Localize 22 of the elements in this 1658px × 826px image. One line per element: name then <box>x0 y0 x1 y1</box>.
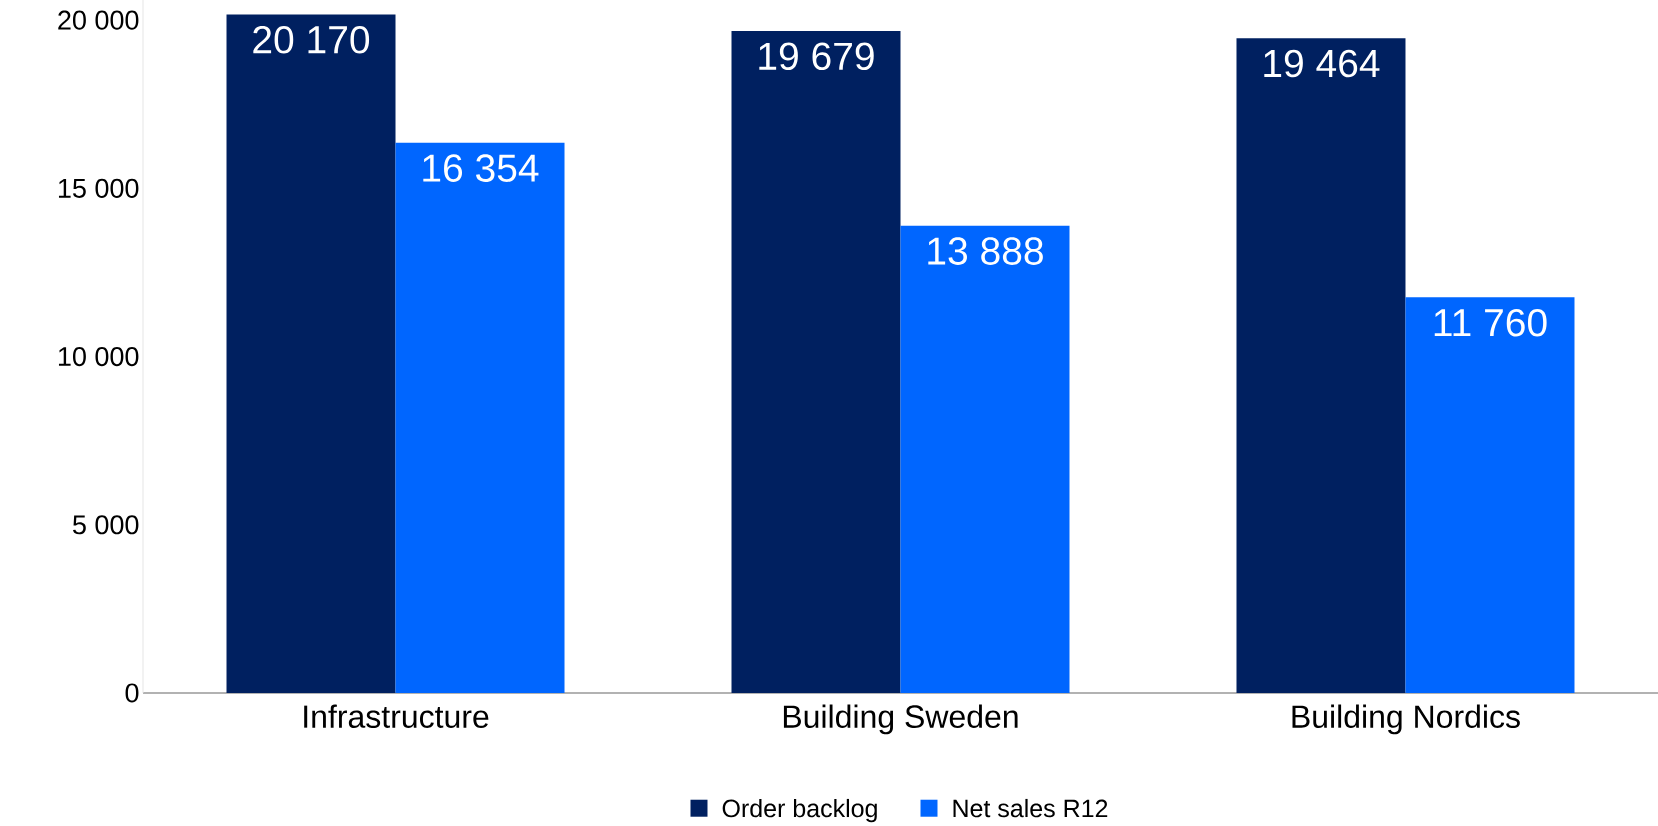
x-tick-label: Infrastructure <box>304 704 489 728</box>
y-tick-label: 20 000 <box>58 10 139 30</box>
bar <box>395 142 565 693</box>
data-label: 19 679 <box>759 42 874 71</box>
data-label: 20 170 <box>253 25 370 54</box>
bar <box>900 225 1070 693</box>
y-tick-label: 5 000 <box>73 515 139 535</box>
legend-label: Order backlog <box>722 798 877 823</box>
data-label: 19 464 <box>1264 49 1380 78</box>
bar <box>731 30 901 693</box>
bar <box>226 14 396 693</box>
data-label: 11 760 <box>1434 308 1547 337</box>
x-tick-label: Building Nordics <box>1292 704 1520 735</box>
x-tick-label: Building Sweden <box>783 704 1018 735</box>
bar <box>1405 297 1575 693</box>
data-label: 16 354 <box>423 154 539 182</box>
y-tick-label: 15 000 <box>58 178 139 198</box>
legend-label: Net sales R12 <box>953 798 1108 818</box>
data-label: 13 888 <box>928 237 1043 265</box>
y-tick-label: 0 <box>125 683 139 703</box>
bar <box>1236 38 1406 693</box>
y-tick-label: 10 000 <box>58 347 139 367</box>
